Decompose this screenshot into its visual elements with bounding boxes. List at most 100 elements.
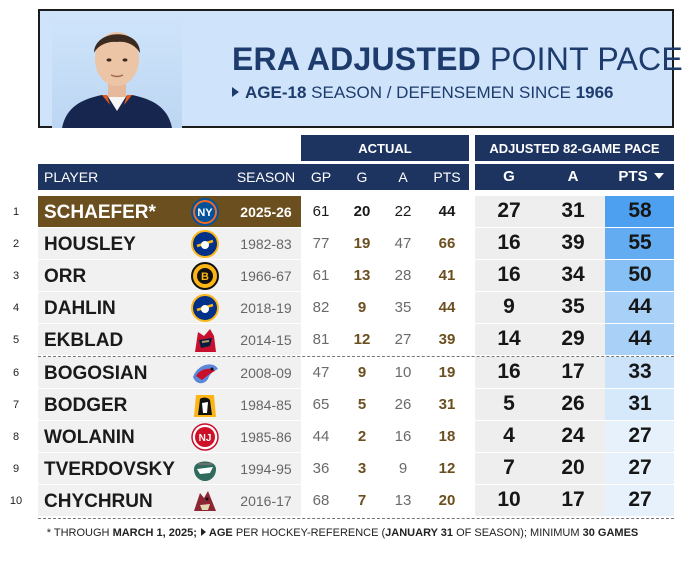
player-name: TVERDOVSKY <box>44 459 175 480</box>
bruins-logo-icon: B <box>191 262 219 290</box>
adj-g-value: 4 <box>503 424 515 447</box>
table-bottom-border <box>38 518 674 519</box>
adj-a-value: 24 <box>561 424 585 447</box>
table-row: 10 CHYCHRUN 2016-17 68 7 13 20 10 17 27 <box>0 485 685 517</box>
a-value: 10 <box>394 364 412 381</box>
ducks-logo-icon <box>194 461 216 481</box>
adj-a-value: 17 <box>561 488 585 511</box>
a-value: 47 <box>394 235 412 252</box>
player-name: SCHAEFER* <box>44 202 156 223</box>
gp-value: 81 <box>312 331 330 348</box>
col-player: PLAYER <box>44 169 99 185</box>
table-row: 1 SCHAEFER* NY 2025-26 61 20 22 44 27 31 58 <box>0 196 685 228</box>
adj-pts-value: 55 <box>628 231 652 254</box>
player-name: EKBLAD <box>44 330 124 351</box>
name-cell-bg <box>38 292 301 323</box>
actual-cell-bg <box>301 453 469 484</box>
player-name: HOUSLEY <box>44 234 136 255</box>
adj-pts-value: 27 <box>628 424 652 447</box>
gp-value: 82 <box>312 299 330 316</box>
pts-value: 18 <box>438 428 456 445</box>
subtitle-age: AGE-18 <box>245 83 307 102</box>
adj-a-value: 29 <box>561 327 585 350</box>
actual-cell-bg <box>301 228 469 259</box>
triangle-bullet-icon <box>200 528 206 536</box>
table-row: 8 WOLANIN NJ 1985-86 44 2 16 18 4 24 27 <box>0 421 685 453</box>
gp-value: 44 <box>312 428 330 445</box>
title-bold: ERA ADJUSTED <box>232 41 481 77</box>
col-adj-g: G <box>503 168 515 185</box>
pts-value: 44 <box>438 203 456 220</box>
season: 2008-09 <box>240 365 292 381</box>
pts-value: 12 <box>438 460 456 477</box>
name-cell-bg <box>38 260 301 291</box>
g-value: 19 <box>353 235 371 252</box>
adj-pts-value: 50 <box>628 263 652 286</box>
adj-g-value: 16 <box>497 263 521 286</box>
a-value: 16 <box>394 428 412 445</box>
actual-cell-bg <box>301 389 469 420</box>
rank: 9 <box>12 463 20 475</box>
adj-g-value: 10 <box>497 488 521 511</box>
svg-text:B: B <box>201 271 209 283</box>
gp-value: 68 <box>312 492 330 509</box>
thrashers-logo-icon <box>193 364 218 384</box>
svg-text:NJ: NJ <box>199 433 212 444</box>
pace-pts-bg <box>605 485 674 516</box>
gp-value: 61 <box>312 267 330 284</box>
coyotes-logo-icon <box>194 491 216 511</box>
adj-a-value: 35 <box>561 295 585 318</box>
pace-pts-bg <box>605 292 674 323</box>
season: 1966-67 <box>240 268 292 284</box>
adj-pts-value: 31 <box>628 392 652 415</box>
season: 1985-86 <box>240 429 292 445</box>
footnote-age: AGE <box>208 527 233 539</box>
pts-value: 66 <box>438 235 456 252</box>
name-cell-bg <box>38 453 301 484</box>
gp-value: 77 <box>312 235 330 252</box>
adj-a-value: 20 <box>561 456 585 479</box>
season: 2025-26 <box>240 204 292 220</box>
pace-cell-bg <box>475 324 605 355</box>
footnote-text-3: OF SEASON); MINIMUM <box>456 527 580 539</box>
col-g: G <box>356 169 368 185</box>
season: 2018-19 <box>240 300 292 316</box>
a-value: 27 <box>394 331 412 348</box>
adj-pts-value: 27 <box>628 456 652 479</box>
adj-g-value: 14 <box>497 327 521 350</box>
pace-pts-bg <box>605 389 674 420</box>
table-row: 6 BOGOSIAN 2008-09 47 9 10 19 16 17 33 <box>0 357 685 389</box>
pace-pts-bg <box>605 260 674 291</box>
pace-cell-bg <box>475 389 605 420</box>
actual-cell-bg <box>301 421 469 452</box>
pace-cell-bg <box>475 196 605 227</box>
penguins-logo-icon <box>194 395 216 417</box>
col-adj-pts[interactable]: PTS <box>610 164 672 190</box>
g-value: 20 <box>353 203 371 220</box>
col-a: A <box>398 169 408 185</box>
adj-g-value: 16 <box>497 231 521 254</box>
subtitle-year: 1966 <box>575 83 614 102</box>
g-value: 3 <box>357 460 367 477</box>
pace-cell-bg <box>475 421 605 452</box>
pace-pts-bg <box>605 453 674 484</box>
g-value: 9 <box>357 364 367 381</box>
header-banner: ERA ADJUSTED POINT PACE AGE-18 SEASON / … <box>38 9 683 128</box>
table-row: 2 HOUSLEY 1982-83 77 19 47 66 16 39 55 <box>0 228 685 260</box>
pace-pts-bg <box>605 324 674 355</box>
gp-value: 47 <box>312 364 330 381</box>
sort-desc-icon <box>653 173 664 179</box>
footnote-text-1: * THROUGH <box>46 527 110 539</box>
adj-pts-value: 33 <box>628 360 652 383</box>
pace-cell-bg <box>475 292 605 323</box>
col-pts: PTS <box>433 169 461 185</box>
gp-value: 65 <box>312 396 330 413</box>
svg-text:NY: NY <box>197 207 213 219</box>
g-value: 5 <box>357 396 367 413</box>
adj-g-value: 9 <box>503 295 515 318</box>
page-subtitle: AGE-18 SEASON / DEFENSEMEN SINCE 1966 <box>232 83 614 103</box>
player-name: BODGER <box>44 395 128 416</box>
pts-value: 20 <box>438 492 456 509</box>
name-cell-bg <box>38 389 301 420</box>
player-photo <box>52 15 182 128</box>
